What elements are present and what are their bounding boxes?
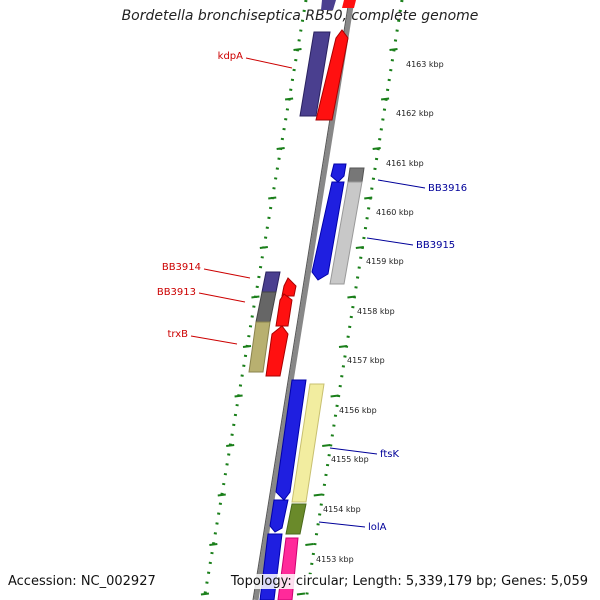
scale-label-4160: 4160 kbp [376, 208, 414, 217]
scale-label-4155: 4155 kbp [331, 455, 369, 464]
label-line-BB3914 [203, 268, 251, 279]
label-ftsK[interactable]: ftsK [380, 449, 399, 460]
scale-label-4156: 4156 kbp [339, 406, 377, 415]
ruler-ticks [200, 48, 398, 596]
ruler-tick-right [347, 295, 356, 299]
gene-lolA[interactable] [285, 503, 307, 535]
ruler-tick-left [217, 493, 226, 497]
ruler-tick-left [242, 345, 252, 348]
map-title: Bordetella bronchiseptica RB50, complete… [121, 8, 479, 24]
gene-blue-large[interactable] [275, 379, 307, 501]
ruler-tick-left [209, 543, 218, 546]
ruler-tick-left [293, 48, 302, 51]
ruler-tick-right [330, 394, 339, 398]
ruler-tick-left [268, 196, 277, 200]
scale-label-4153: 4153 kbp [316, 555, 354, 564]
label-BB3915[interactable]: BB3915 [416, 240, 455, 251]
label-line-kdpA [245, 57, 293, 69]
scale-label-4157: 4157 kbp [347, 356, 385, 365]
label-line-BB3916 [377, 179, 426, 189]
ruler-tick-right [372, 147, 381, 150]
gene-magenta[interactable] [277, 537, 299, 600]
scale-label-4163: 4163 kbp [406, 60, 444, 69]
ruler-tick-right [296, 592, 306, 596]
ruler-tick-right [355, 246, 364, 249]
ruler-right [304, 0, 404, 600]
ruler-tick-left [226, 444, 235, 447]
left-labels: kdpA BB3914 BB3913 trxB [157, 51, 293, 345]
gene-ftsK[interactable] [291, 383, 325, 503]
ruler-tick-right [313, 493, 322, 497]
ruler-tick-right [322, 444, 331, 447]
label-BB3914[interactable]: BB3914 [162, 262, 201, 273]
ruler-tick-left [251, 295, 260, 299]
forward-strand-genes [265, 0, 365, 600]
scale-labels: 4163 kbp 4162 kbp 4161 kbp 4160 kbp 4159… [316, 60, 444, 564]
ruler-tick-right [338, 345, 348, 348]
scale-label-4154: 4154 kbp [323, 505, 361, 514]
accession-text: Accession: NC_002927 [8, 574, 156, 589]
ruler-tick-right [364, 196, 373, 200]
gene-trxB[interactable] [248, 321, 271, 373]
label-line-ftsK [329, 447, 378, 455]
label-line-BB3913 [198, 292, 246, 303]
gene-kdpA-reverse[interactable] [299, 31, 331, 117]
gene-red-3[interactable] [265, 325, 289, 377]
label-trxB[interactable]: trxB [167, 329, 188, 340]
ruler-tick-right [380, 97, 390, 101]
scale-label-4159: 4159 kbp [366, 257, 404, 266]
scale-label-4161: 4161 kbp [386, 159, 424, 168]
ruler-tick-left [276, 147, 285, 150]
gene-BB3914[interactable] [261, 271, 281, 293]
label-kdpA[interactable]: kdpA [218, 51, 243, 62]
label-line-BB3915 [366, 237, 414, 246]
gene-kdpA-forward[interactable] [315, 29, 349, 121]
summary-text: Topology: circular; Length: 5,339,179 bp… [228, 574, 590, 589]
ruler-tick-left [284, 97, 294, 101]
ruler-tick-left [200, 592, 210, 596]
gene-red-2[interactable] [275, 293, 293, 327]
label-BB3916[interactable]: BB3916 [428, 183, 467, 194]
ruler-tick-right [305, 543, 314, 546]
gene-red-1[interactable] [281, 277, 297, 297]
gene-BB3916-forward[interactable] [330, 163, 347, 183]
label-lolA[interactable]: lolA [368, 522, 387, 533]
gene-BB3915[interactable] [311, 181, 345, 281]
scale-label-4158: 4158 kbp [357, 307, 395, 316]
ruler-tick-left [259, 246, 268, 249]
right-labels: BB3916 BB3915 ftsK lolA [318, 179, 467, 533]
gene-kdpA-reverse-top[interactable] [321, 0, 336, 10]
gene-BB3915-grey[interactable] [329, 181, 363, 285]
scale-label-4162: 4162 kbp [396, 109, 434, 118]
gene-kdpA-forward-top[interactable] [342, 0, 356, 8]
label-BB3913[interactable]: BB3913 [157, 287, 196, 298]
ruler-tick-right [389, 48, 398, 51]
ruler-tick-left [234, 394, 243, 398]
label-line-trxB [190, 335, 238, 345]
gene-BB3916[interactable] [347, 167, 365, 183]
gene-blue-small[interactable] [269, 499, 289, 533]
label-line-lolA [318, 521, 366, 528]
